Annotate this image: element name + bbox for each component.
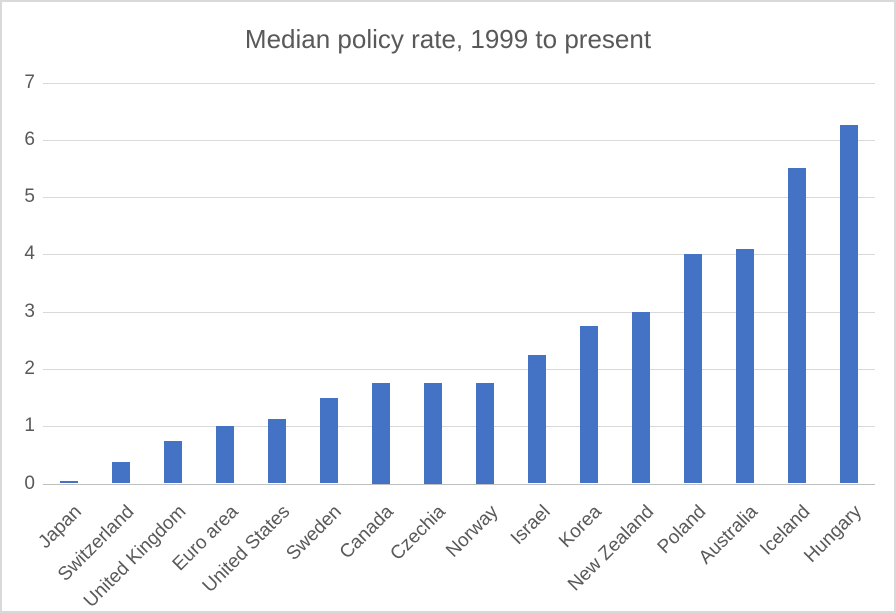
gridline	[43, 254, 875, 256]
bar-new-zealand	[632, 311, 650, 484]
y-tick-label: 1	[24, 415, 35, 437]
x-category-label: Israel	[506, 501, 555, 550]
bar-israel	[528, 354, 546, 484]
y-tick-label: 0	[24, 472, 35, 494]
gridline	[43, 82, 875, 84]
gridline	[43, 139, 875, 141]
bar-switzerland	[112, 462, 130, 484]
y-tick-label: 5	[24, 186, 35, 208]
y-tick-label: 2	[24, 357, 35, 379]
bar-hungary	[840, 125, 858, 484]
bar-norway	[476, 383, 494, 484]
x-category-label: Sweden	[282, 501, 347, 565]
bar-korea	[580, 325, 598, 484]
bar-japan	[60, 480, 78, 484]
bar-iceland	[788, 168, 806, 484]
bar-sweden	[320, 397, 338, 484]
chart-title: Median policy rate, 1999 to present	[244, 24, 652, 54]
gridline	[43, 368, 875, 370]
bar-australia	[736, 248, 754, 484]
bar-united-kingdom	[164, 440, 182, 484]
bar-united-states	[268, 419, 286, 484]
x-category-label: Norway	[441, 501, 503, 562]
y-tick-label: 4	[24, 243, 35, 265]
y-tick-label: 3	[24, 300, 35, 322]
gridline	[43, 426, 875, 428]
bar-czechia	[424, 383, 442, 484]
gridline	[43, 311, 875, 313]
y-tick-label: 6	[24, 128, 35, 150]
y-tick-label: 7	[24, 71, 35, 93]
bar-poland	[684, 254, 702, 484]
bar-euro-area	[216, 426, 234, 484]
x-category-label: Czechia	[386, 501, 451, 565]
x-axis-line	[43, 483, 875, 485]
gridline	[43, 197, 875, 199]
x-category-label: Canada	[336, 501, 399, 564]
bar-canada	[372, 383, 390, 484]
